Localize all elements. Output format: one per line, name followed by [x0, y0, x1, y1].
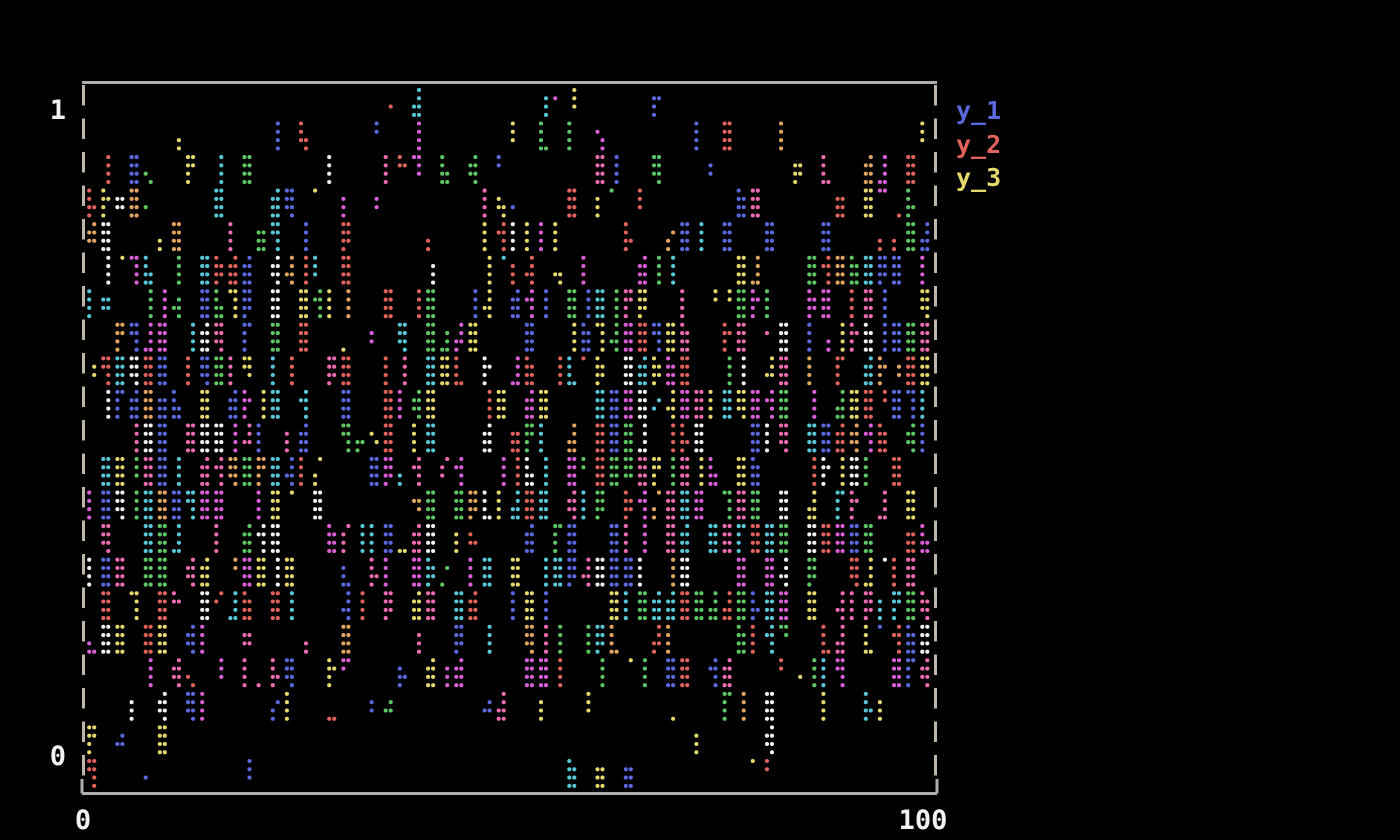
y-axis-min-label: 0: [49, 741, 66, 772]
legend-item-y_2: y_2: [956, 129, 1002, 159]
legend-item-y_1: y_1: [956, 96, 1002, 126]
y-axis-max-label: 1: [49, 95, 66, 126]
legend: y_1 y_2 y_3: [956, 94, 1001, 195]
x-axis-max-label: 100: [898, 805, 948, 836]
x-axis-min-label: 0: [74, 805, 92, 836]
legend-item-y_3: y_3: [956, 163, 1002, 193]
